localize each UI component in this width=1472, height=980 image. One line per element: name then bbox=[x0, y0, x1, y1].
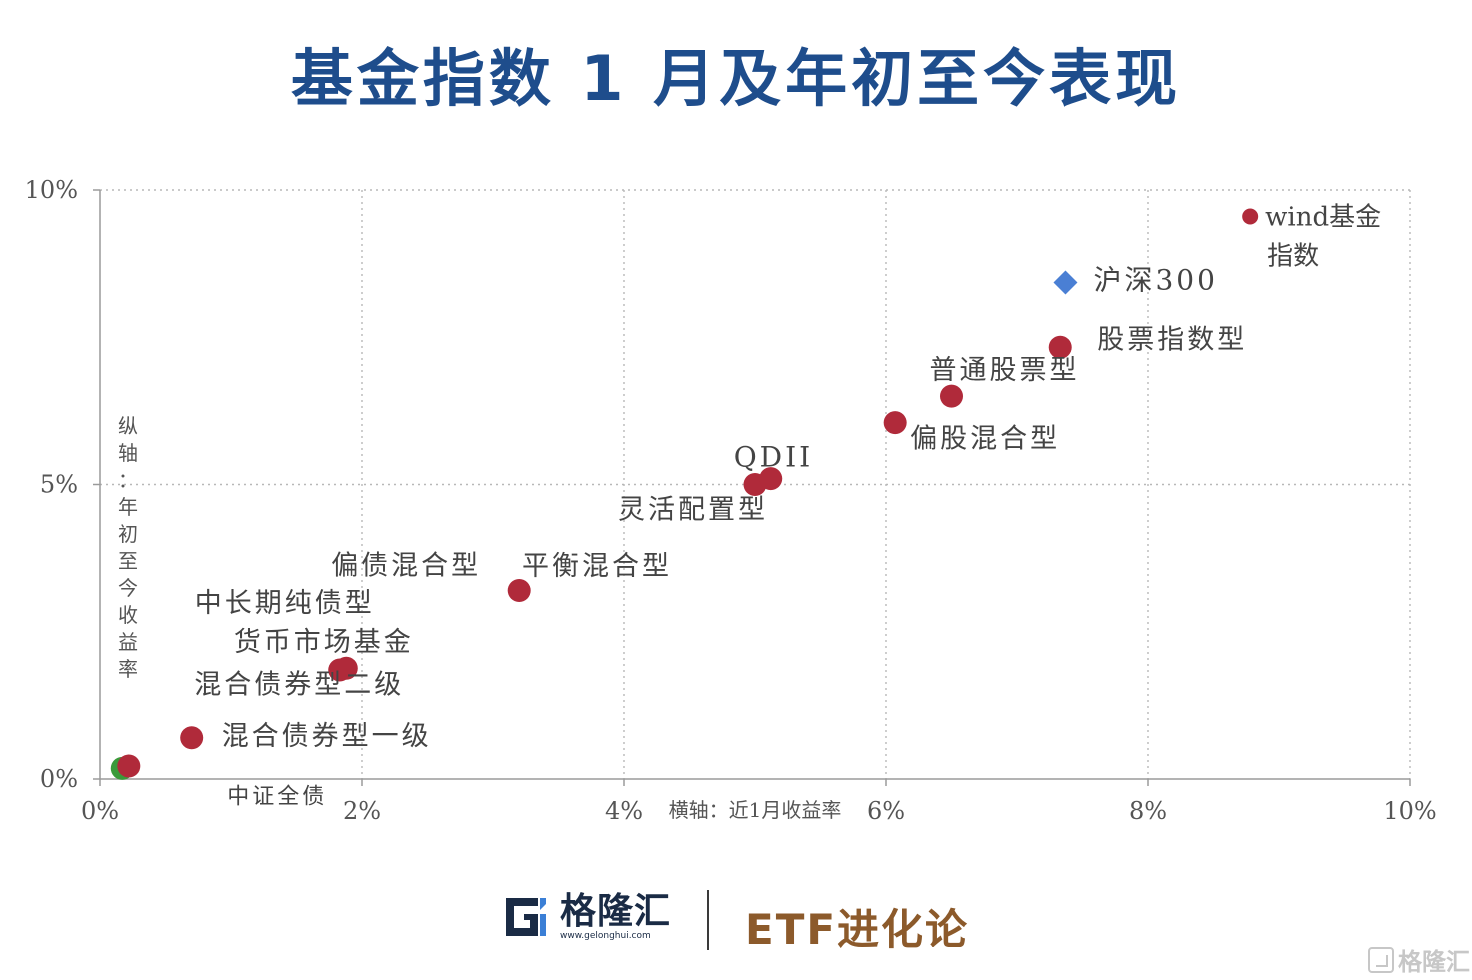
y-axis-label: 纵轴：年初至今收益率 bbox=[118, 414, 138, 681]
footer-divider bbox=[707, 890, 709, 950]
point-label-QDII: QDII bbox=[734, 441, 814, 474]
point-label-股票指数型: 股票指数型 bbox=[1097, 324, 1247, 355]
data-point-QDII bbox=[759, 467, 783, 491]
point-label-wind基金指数: wind基金指数 bbox=[1265, 203, 1381, 272]
x-axis-label: 横轴：近1月收益率 bbox=[669, 798, 842, 822]
point-label-混合债券型一级: 混合债券型一级 bbox=[222, 721, 432, 752]
scatter-chart: 0% 2% 4% 6% 8% 10%0%5%10%横轴：近1月收益率纵轴：年初至今收益率 … bbox=[25, 176, 1437, 825]
point-label-沪深300: 沪深300 bbox=[1093, 263, 1217, 296]
gelonghui-logo-icon bbox=[506, 898, 546, 936]
y-tick-label: 5% bbox=[40, 471, 78, 499]
point-layer bbox=[110, 208, 1259, 780]
x-tick-label: 4% bbox=[605, 797, 643, 825]
chart-title: 基金指数 1 月及年初至今表现 bbox=[290, 42, 1182, 115]
data-point-股票指数型 bbox=[1048, 335, 1072, 359]
data-point-混合债券型二级 bbox=[334, 656, 358, 680]
logo-url: www.gelonghui.com bbox=[560, 930, 651, 941]
watermark-icon bbox=[1368, 946, 1394, 973]
x-tick-label: 10% bbox=[1383, 797, 1436, 825]
data-point-沪深300 bbox=[1053, 270, 1078, 295]
point-label-偏股混合型: 偏股混合型 bbox=[910, 424, 1060, 455]
data-point-wind基金指数 bbox=[1242, 208, 1259, 225]
point-label-中证全债: 中证全债 bbox=[227, 784, 327, 809]
data-point-偏股混合型 bbox=[883, 411, 907, 435]
x-tick-label: 2% bbox=[343, 797, 381, 825]
axis-layer: 0% 2% 4% 6% 8% 10% 0% 5% 10% 横轴：近1月收益率 纵轴：年初至今收益率 bbox=[25, 176, 1437, 825]
y-tick-label: 0% bbox=[40, 765, 78, 793]
point-label-货币市场基金: 货币市场基金 bbox=[234, 627, 414, 658]
x-tick-label: 8% bbox=[1129, 797, 1167, 825]
annotation-平衡混合型: 平衡混合型 bbox=[522, 551, 672, 582]
x-tick-label: 0% bbox=[81, 797, 119, 825]
point-label-灵活配置型: 灵活配置型 bbox=[618, 495, 768, 526]
y-tick-label: 10% bbox=[25, 176, 78, 204]
footer: 格隆汇 www.gelonghui.com ETF进化论 格隆汇 bbox=[0, 880, 1472, 980]
logo-name: 格隆汇 bbox=[560, 890, 672, 932]
x-tick-label: 6% bbox=[867, 797, 905, 825]
data-point-普通股票型 bbox=[940, 384, 963, 408]
gelonghui-logo: 格隆汇 www.gelonghui.com bbox=[500, 892, 671, 942]
point-label-普通股票型: 普通股票型 bbox=[930, 355, 1080, 386]
watermark: 格隆汇 bbox=[1368, 942, 1470, 977]
point-label-偏债混合型: 偏债混合型 bbox=[331, 551, 481, 582]
watermark-text: 格隆汇 bbox=[1398, 948, 1470, 976]
brand-name: ETF进化论 bbox=[745, 905, 970, 954]
point-label-中长期纯债型: 中长期纯债型 bbox=[195, 588, 375, 619]
point-label-混合债券型二级: 混合债券型二级 bbox=[194, 669, 404, 700]
data-point-货币市场基金 bbox=[117, 754, 141, 778]
data-point-混合债券型一级 bbox=[180, 726, 204, 750]
data-point-偏债混合型 bbox=[507, 579, 531, 603]
